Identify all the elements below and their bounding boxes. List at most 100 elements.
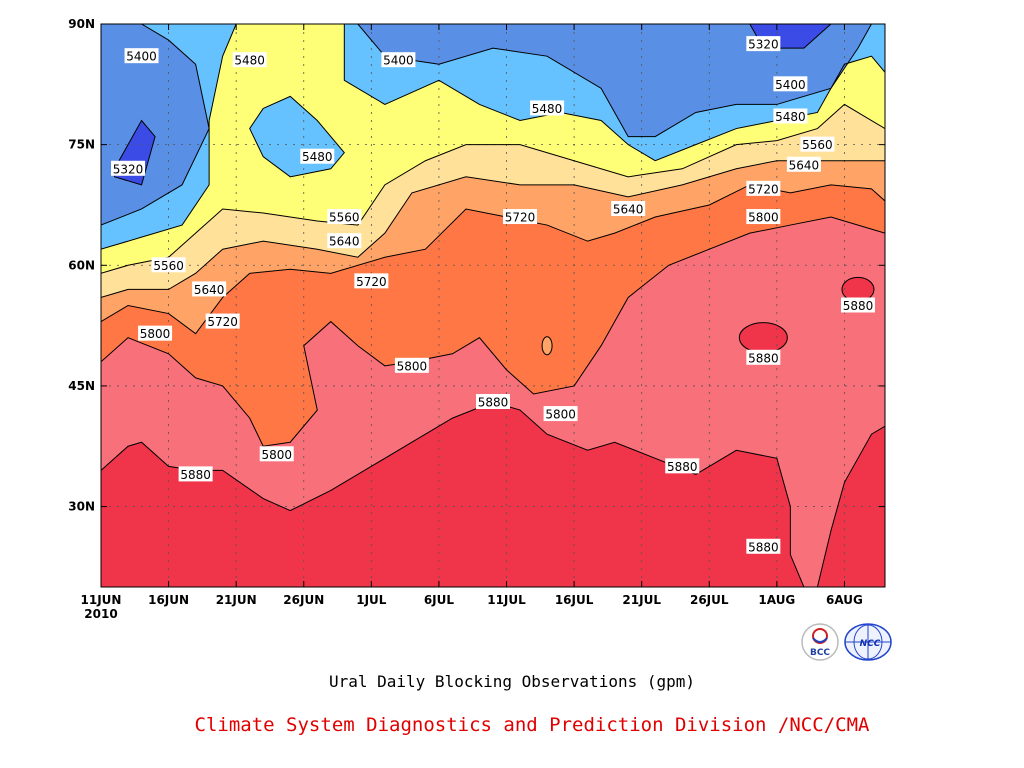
contour-line-5880 [816,425,885,587]
contour-label: 5800 [259,446,294,462]
contour-label-bg [259,446,294,462]
contour-line-5400 [357,24,872,138]
contour-labels: 5400 5320 5480 5400 5480 5480 5320 5400 5480 5560… [111,36,875,554]
contour-label: 5400 [773,76,808,92]
contour-label-text: 5560 [153,259,184,273]
contour-label-text: 5400 [126,50,157,64]
contour-label-text: 5560 [329,211,360,225]
contour-label-text: 5880 [180,468,211,482]
contour-label: 5800 [543,406,578,422]
contour-label-text: 5640 [329,235,360,249]
contour-label: 5640 [327,233,362,249]
x-tick-label: 6JUL [424,593,455,607]
contour-line-5480 [249,95,345,178]
contour-label-bg [840,297,875,313]
contour-label: 5880 [746,349,781,365]
contour-label-bg [327,233,362,249]
contour-label: 5320 [746,36,781,52]
contour-label: 5720 [503,209,538,225]
ncc-logo: NCC [844,623,892,661]
bcc-logo: BCC [801,623,839,661]
contour-line-5560 [101,103,885,274]
contour-label: 5880 [665,458,700,474]
contour-label-text: 5720 [356,275,387,289]
contour-label-text: 5880 [478,396,509,410]
cell-pocket-14jul [541,336,553,356]
contour-label: 5480 [300,148,335,164]
contour-label-bg [476,394,510,410]
contour-label-text: 5640 [613,202,644,216]
y-tick-label: 60N [68,258,95,272]
contour-label-text: 5880 [843,299,874,313]
contour-label-text: 5800 [261,448,292,462]
contour-label: 5400 [124,48,159,64]
x-tick-label: 1JUL [356,593,387,607]
contour-label: 5880 [840,297,875,313]
contour-label-text: 5480 [302,150,333,164]
x-tick-label: 16JUL [555,593,594,607]
contour-line-5640 [101,160,885,298]
x-tick-label: 16JUN [148,593,189,607]
contour-line-5320 [749,24,832,49]
contour-label-text: 5480 [532,102,563,116]
contour-label: 5480 [773,108,808,124]
y-tick-label: 90N [68,17,95,31]
contour-label-text: 5880 [748,540,779,554]
x-tick-label: 26JUN [283,593,324,607]
contour-label-bg [611,200,646,216]
contour-label-text: 5320 [113,162,144,176]
contour-label-bg [543,406,578,422]
contour-label: 5320 [111,160,146,176]
contour-label-text: 5640 [789,158,820,172]
contour-lines [101,24,885,587]
region-5880-se [817,426,885,587]
contour-label-text: 5800 [140,327,171,341]
contour-label-bg [192,281,227,297]
contour-label-text: 5400 [383,54,414,68]
contour-label-bg [800,136,835,152]
contour-label-text: 5880 [748,351,779,365]
x-year-label: 2010 [84,607,117,621]
contour-label-bg [746,180,781,196]
contour-label-text: 5720 [505,211,536,225]
contour-label-text: 5800 [397,359,428,373]
contour-label: 5480 [530,100,565,116]
y-tick-label: 45N [68,379,95,393]
x-tick-label: 21JUN [216,593,257,607]
contour-label-text: 5800 [748,211,779,225]
contour-label: 5720 [205,313,240,329]
x-tick-label: 26JUL [690,593,729,607]
contour-label-bg [124,48,159,64]
contour-label-bg [746,36,781,52]
contour-label-text: 5480 [775,110,806,124]
contour-label-text: 5560 [802,138,833,152]
contour-label-text: 5320 [748,38,779,52]
contour-line-5400 [101,24,210,226]
contour-label-text: 5640 [194,283,225,297]
contour-label-bg [111,160,146,176]
contour-label: 5560 [327,209,362,225]
contour-line-5480 [343,24,885,162]
contour-label-bg [327,209,362,225]
contour-label: 5720 [746,180,781,196]
contour-label-bg [300,148,335,164]
x-tick-label: 6AUG [826,593,863,607]
contour-label-text: 5720 [748,182,779,196]
contour-label: 5640 [786,156,821,172]
contour-label-bg [746,538,781,554]
contour-label-bg [773,108,808,124]
contour-label-text: 5880 [667,460,698,474]
bcc-logo-text: BCC [810,648,830,658]
contour-label-text: 5800 [545,408,576,422]
contour-label-bg [178,466,213,482]
contour-label-bg [394,357,429,373]
contour-label-bg [138,325,173,341]
contour-label-bg [503,209,538,225]
contour-label-bg [151,257,186,273]
contour-label-bg [746,209,781,225]
cell-high-1aug [738,322,788,354]
contour-label-text: 5400 [775,78,806,92]
contour-label: 5800 [394,357,429,373]
